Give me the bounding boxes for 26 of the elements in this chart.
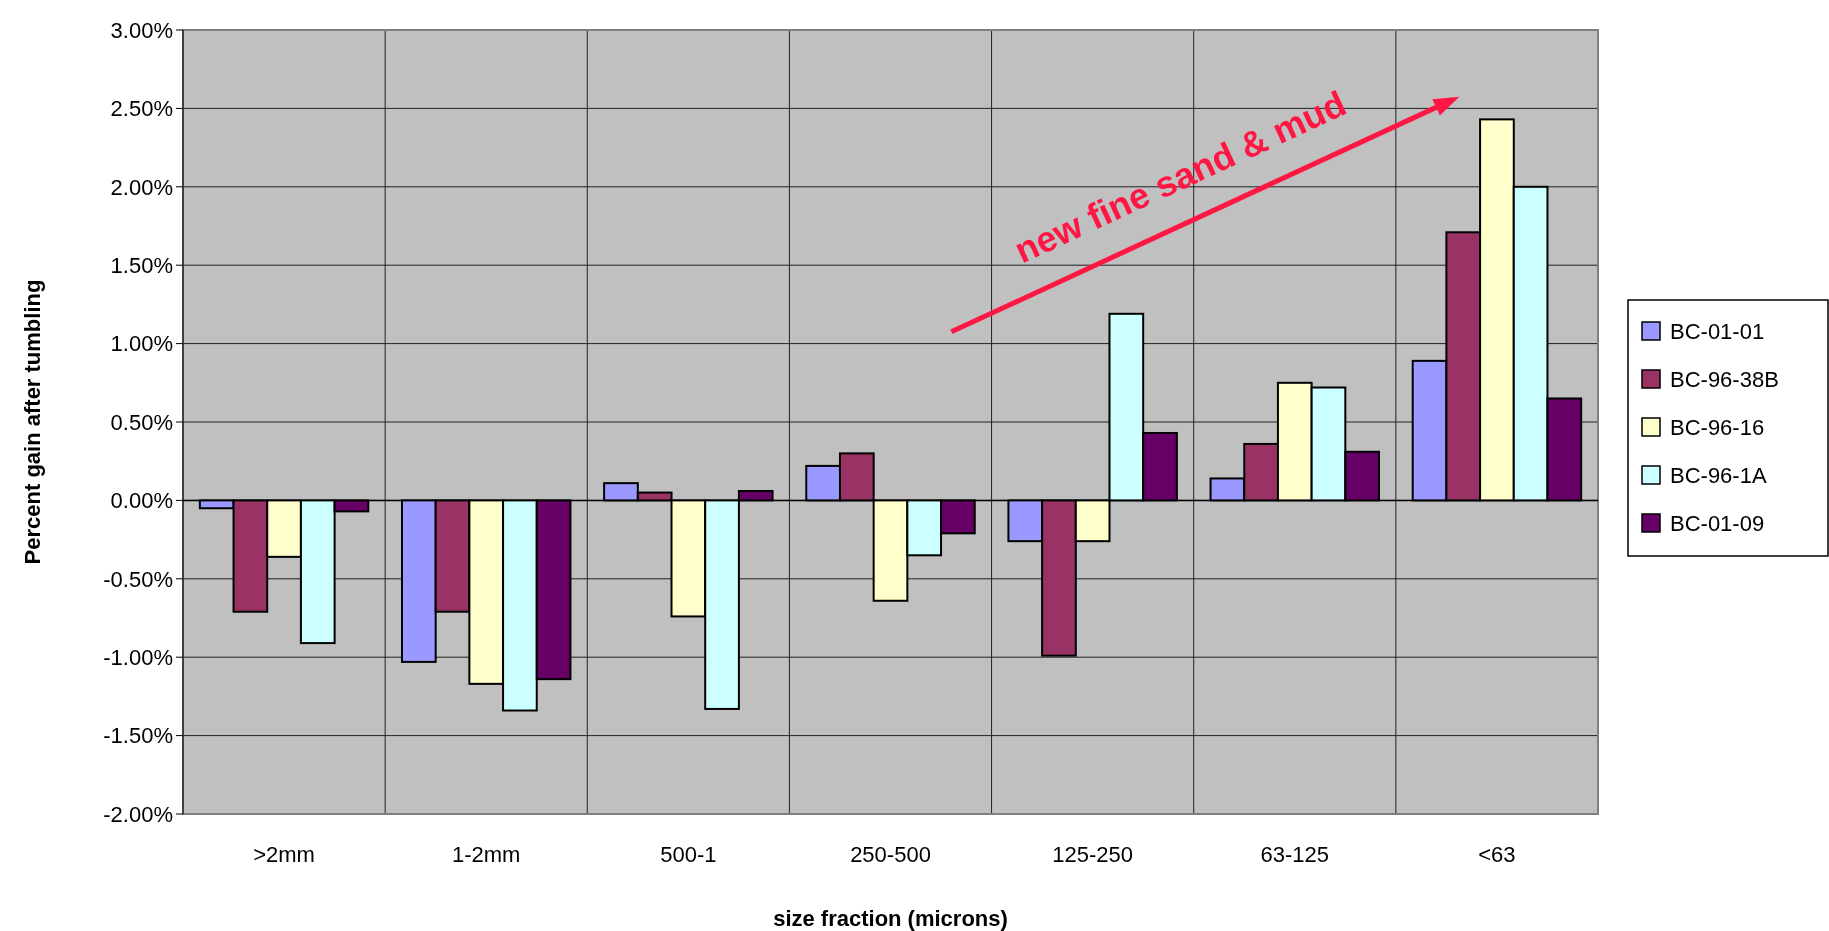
- annotation: new fine sand & mud: [1008, 82, 1353, 272]
- y-tick-label: 3.00%: [110, 17, 173, 43]
- y-tick-label: 2.50%: [110, 96, 173, 122]
- x-tick-label: <63: [1478, 842, 1516, 867]
- x-tick-label: 1-2mm: [451, 842, 521, 867]
- y-tick-label: -1.50%: [103, 723, 173, 749]
- y-tick-label: 0.00%: [110, 488, 173, 514]
- x-tick-label: 63-125: [1260, 842, 1330, 867]
- y-axis-title: Percent gain after tumbling: [20, 279, 45, 565]
- x-tick-label: 500-1: [660, 842, 717, 867]
- y-tick-label: 1.00%: [110, 331, 173, 357]
- x-tick-label: >2mm: [253, 842, 315, 867]
- legend-label: BC-96-38B: [1670, 366, 1779, 392]
- y-tick-label: 1.50%: [110, 252, 173, 278]
- legend-label: BC-01-09: [1670, 510, 1765, 536]
- legend-label: BC-96-1A: [1670, 462, 1767, 488]
- x-axis-title: size fraction (microns): [773, 906, 1008, 931]
- y-tick-label: -0.50%: [103, 566, 173, 592]
- y-tick-label: 2.00%: [110, 174, 173, 200]
- x-tick-label: 250-500: [850, 842, 931, 867]
- y-tick-label: -2.00%: [103, 801, 173, 827]
- y-tick-label: 0.50%: [110, 409, 173, 435]
- y-tick-label: -1.00%: [103, 644, 173, 670]
- legend-label: BC-96-16: [1670, 414, 1765, 440]
- legend-label: BC-01-01: [1670, 318, 1765, 344]
- x-tick-label: 125-250: [1052, 842, 1134, 867]
